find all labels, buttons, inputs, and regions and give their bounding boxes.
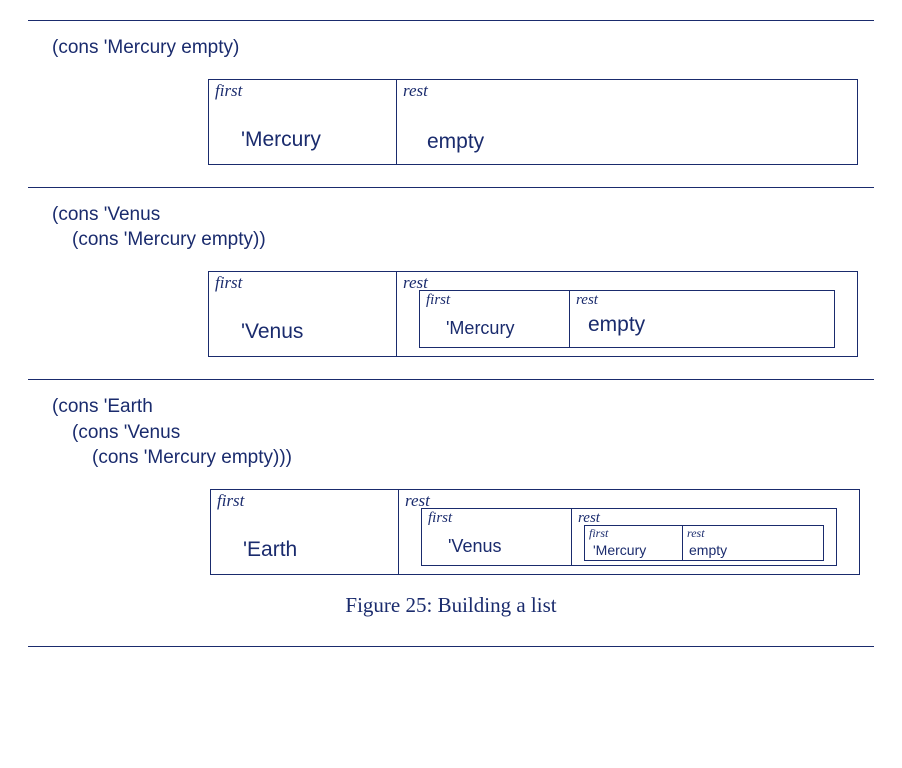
cons-box-nested: first 'Venus rest first 'Mercury (421, 508, 837, 566)
cons-box: first 'Mercury rest empty (208, 79, 858, 165)
cons-box: first 'Venus rest first 'Mercury rest em… (208, 271, 858, 357)
rest-cell: rest empty (683, 526, 823, 560)
cons-box-innermost: first 'Mercury rest empty (584, 525, 824, 561)
code-line: (cons 'Venus (52, 202, 874, 228)
rest-value: empty (588, 313, 645, 337)
divider-bottom (28, 646, 874, 647)
rest-value: empty (689, 542, 727, 558)
code-block-3: (cons 'Earth (cons 'Venus (cons 'Mercury… (28, 394, 874, 471)
cons-box-nested: first 'Mercury rest empty (419, 290, 835, 348)
code-line: (cons 'Mercury empty)) (52, 227, 874, 253)
cons-diagram-2: first 'Venus rest first 'Mercury rest em… (208, 271, 874, 357)
nested-holder: first 'Mercury rest empty (584, 525, 824, 561)
cons-diagram-1: first 'Mercury rest empty (208, 79, 874, 165)
rest-cell: rest first 'Venus rest first (399, 490, 859, 574)
rest-label: rest (576, 292, 598, 309)
code-block-2: (cons 'Venus (cons 'Mercury empty)) (28, 202, 874, 253)
first-label: first (215, 273, 242, 293)
section-3: (cons 'Earth (cons 'Venus (cons 'Mercury… (28, 380, 874, 646)
rest-cell: rest first 'Mercury rest empty (397, 272, 857, 356)
rest-label: rest (403, 81, 428, 101)
rest-cell: rest empty (570, 291, 834, 347)
section-2: (cons 'Venus (cons 'Mercury empty)) firs… (28, 188, 874, 379)
code-block-1: (cons 'Mercury empty) (28, 35, 874, 61)
first-label: first (589, 526, 608, 541)
first-value: 'Mercury (241, 128, 321, 152)
nested-holder: first 'Venus rest first 'Mercury (421, 508, 837, 566)
rest-label: rest (687, 526, 705, 541)
rest-cell: rest first 'Mercury rest empty (572, 509, 836, 565)
nested-holder: first 'Mercury rest empty (419, 290, 835, 348)
first-value: 'Earth (243, 538, 297, 562)
first-cell: first 'Mercury (585, 526, 683, 560)
first-value: 'Mercury (446, 318, 514, 339)
first-cell: first 'Mercury (420, 291, 570, 347)
first-label: first (426, 292, 450, 309)
section-1: (cons 'Mercury empty) first 'Mercury res… (28, 21, 874, 187)
first-label: first (215, 81, 242, 101)
first-cell: first 'Venus (422, 509, 572, 565)
code-line: (cons 'Earth (52, 394, 874, 420)
first-value: 'Venus (448, 536, 501, 557)
rest-value: empty (427, 130, 484, 154)
first-cell: first 'Venus (209, 272, 397, 356)
first-value: 'Mercury (593, 542, 646, 558)
code-line: (cons 'Mercury empty) (52, 35, 874, 61)
first-cell: first 'Mercury (209, 80, 397, 164)
first-label: first (217, 491, 244, 511)
first-cell: first 'Earth (211, 490, 399, 574)
figure-caption: Figure 25: Building a list (28, 593, 874, 618)
cons-diagram-3: first 'Earth rest first 'Venus rest (210, 489, 874, 575)
first-label: first (428, 510, 452, 527)
code-line: (cons 'Venus (52, 420, 874, 446)
first-value: 'Venus (241, 320, 303, 344)
cons-box: first 'Earth rest first 'Venus rest (210, 489, 860, 575)
rest-cell: rest empty (397, 80, 857, 164)
code-line: (cons 'Mercury empty))) (52, 445, 874, 471)
